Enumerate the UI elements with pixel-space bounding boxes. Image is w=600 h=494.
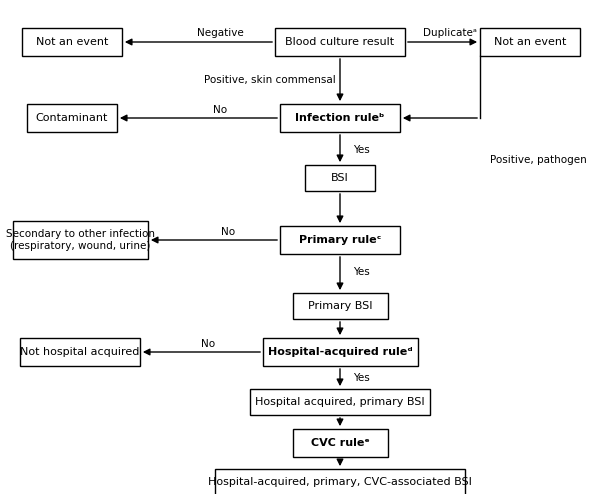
Text: No: No	[201, 339, 215, 349]
Text: Secondary to other infection
(respiratory, wound, urine): Secondary to other infection (respirator…	[5, 229, 155, 251]
Text: Not an event: Not an event	[494, 37, 566, 47]
Text: Positive, pathogen: Positive, pathogen	[490, 155, 587, 165]
Text: Negative: Negative	[197, 28, 244, 38]
Text: Primary BSI: Primary BSI	[308, 301, 372, 311]
Text: Hospital-acquired ruleᵈ: Hospital-acquired ruleᵈ	[268, 347, 412, 357]
FancyBboxPatch shape	[280, 226, 400, 254]
FancyBboxPatch shape	[280, 104, 400, 132]
Text: Hospital acquired, primary BSI: Hospital acquired, primary BSI	[255, 397, 425, 407]
Text: Positive, skin commensal: Positive, skin commensal	[204, 75, 336, 85]
FancyBboxPatch shape	[263, 338, 418, 366]
Text: Yes: Yes	[353, 373, 370, 383]
Text: Blood culture result: Blood culture result	[286, 37, 395, 47]
Text: Yes: Yes	[353, 267, 370, 277]
FancyBboxPatch shape	[480, 28, 580, 56]
Text: Duplicateᵃ: Duplicateᵃ	[423, 28, 477, 38]
Text: CVC ruleᵉ: CVC ruleᵉ	[311, 438, 370, 448]
Text: No: No	[213, 105, 227, 115]
FancyBboxPatch shape	[293, 429, 388, 457]
FancyBboxPatch shape	[215, 469, 465, 494]
Text: Not hospital acquired: Not hospital acquired	[20, 347, 140, 357]
Text: Yes: Yes	[353, 145, 370, 155]
Text: Hospital-acquired, primary, CVC-associated BSI: Hospital-acquired, primary, CVC-associat…	[208, 477, 472, 487]
FancyBboxPatch shape	[293, 293, 388, 319]
FancyBboxPatch shape	[250, 389, 430, 415]
FancyBboxPatch shape	[275, 28, 405, 56]
FancyBboxPatch shape	[22, 28, 122, 56]
FancyBboxPatch shape	[305, 165, 375, 191]
Text: No: No	[221, 227, 235, 237]
Text: Contaminant: Contaminant	[36, 113, 108, 123]
Text: Not an event: Not an event	[36, 37, 108, 47]
Text: Infection ruleᵇ: Infection ruleᵇ	[295, 113, 385, 123]
FancyBboxPatch shape	[20, 338, 140, 366]
FancyBboxPatch shape	[27, 104, 117, 132]
Text: Primary ruleᶜ: Primary ruleᶜ	[299, 235, 381, 245]
Text: BSI: BSI	[331, 173, 349, 183]
FancyBboxPatch shape	[13, 221, 148, 259]
